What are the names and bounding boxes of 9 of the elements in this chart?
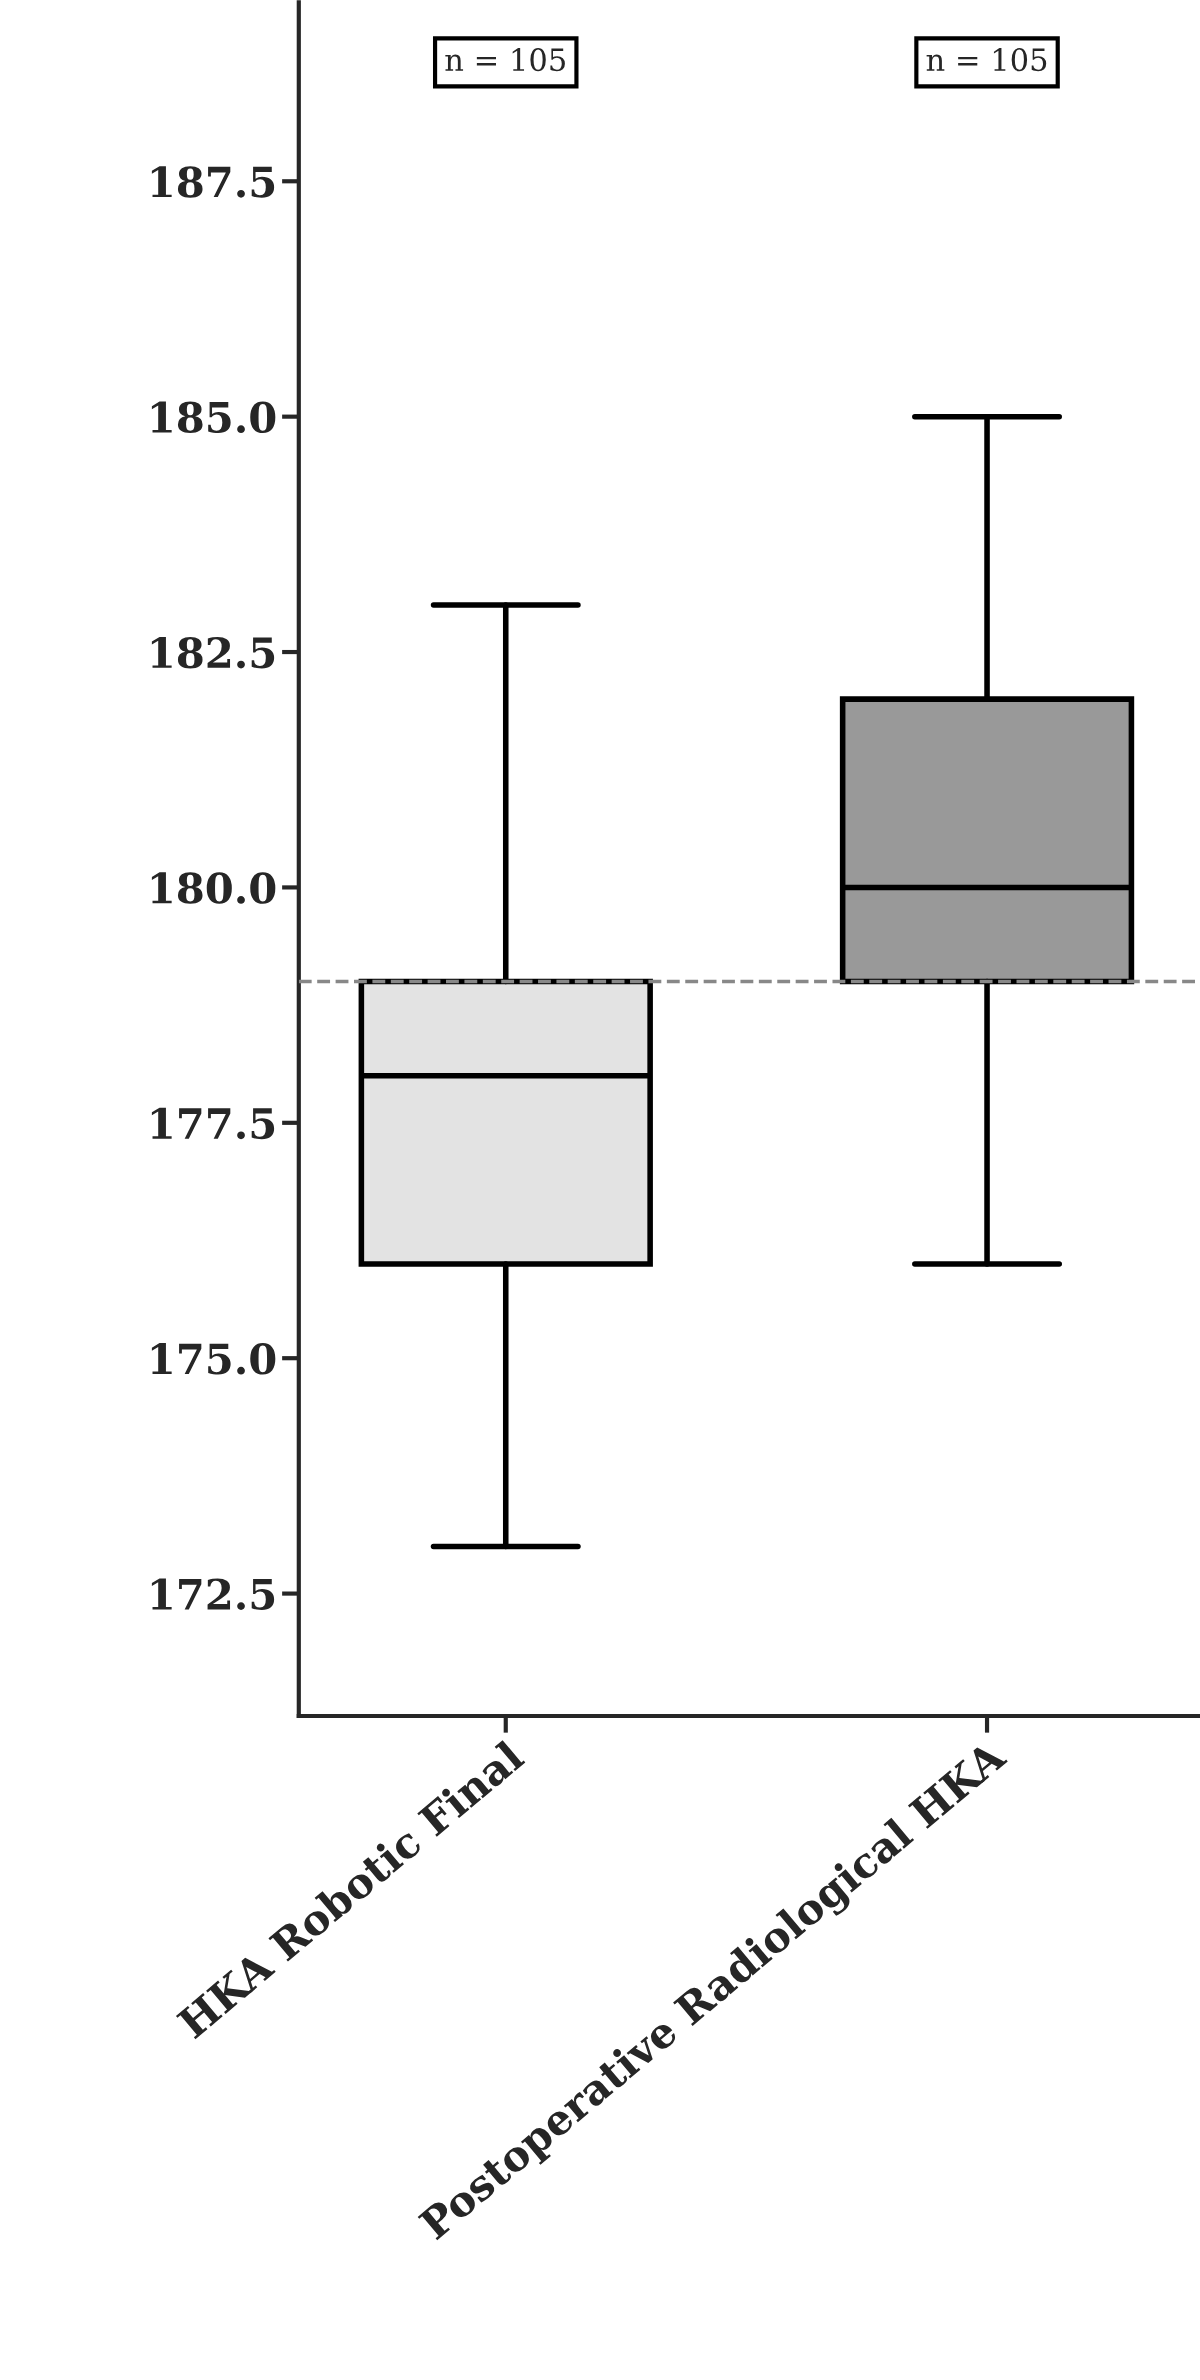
- y-tick-label: 180.0: [151, 872, 276, 904]
- y-tick-label: 185.0: [151, 401, 276, 434]
- y-tick-label: 187.5: [151, 166, 275, 198]
- y-tick-label: 172.5: [151, 1578, 275, 1610]
- annotation: n = 105: [445, 48, 565, 72]
- annotation: n = 105: [926, 48, 1047, 72]
- y-tick-label: 177.5: [151, 1107, 275, 1140]
- y-tick-label: 175.0: [151, 1343, 276, 1375]
- y-tick-label: 182.5: [151, 636, 275, 669]
